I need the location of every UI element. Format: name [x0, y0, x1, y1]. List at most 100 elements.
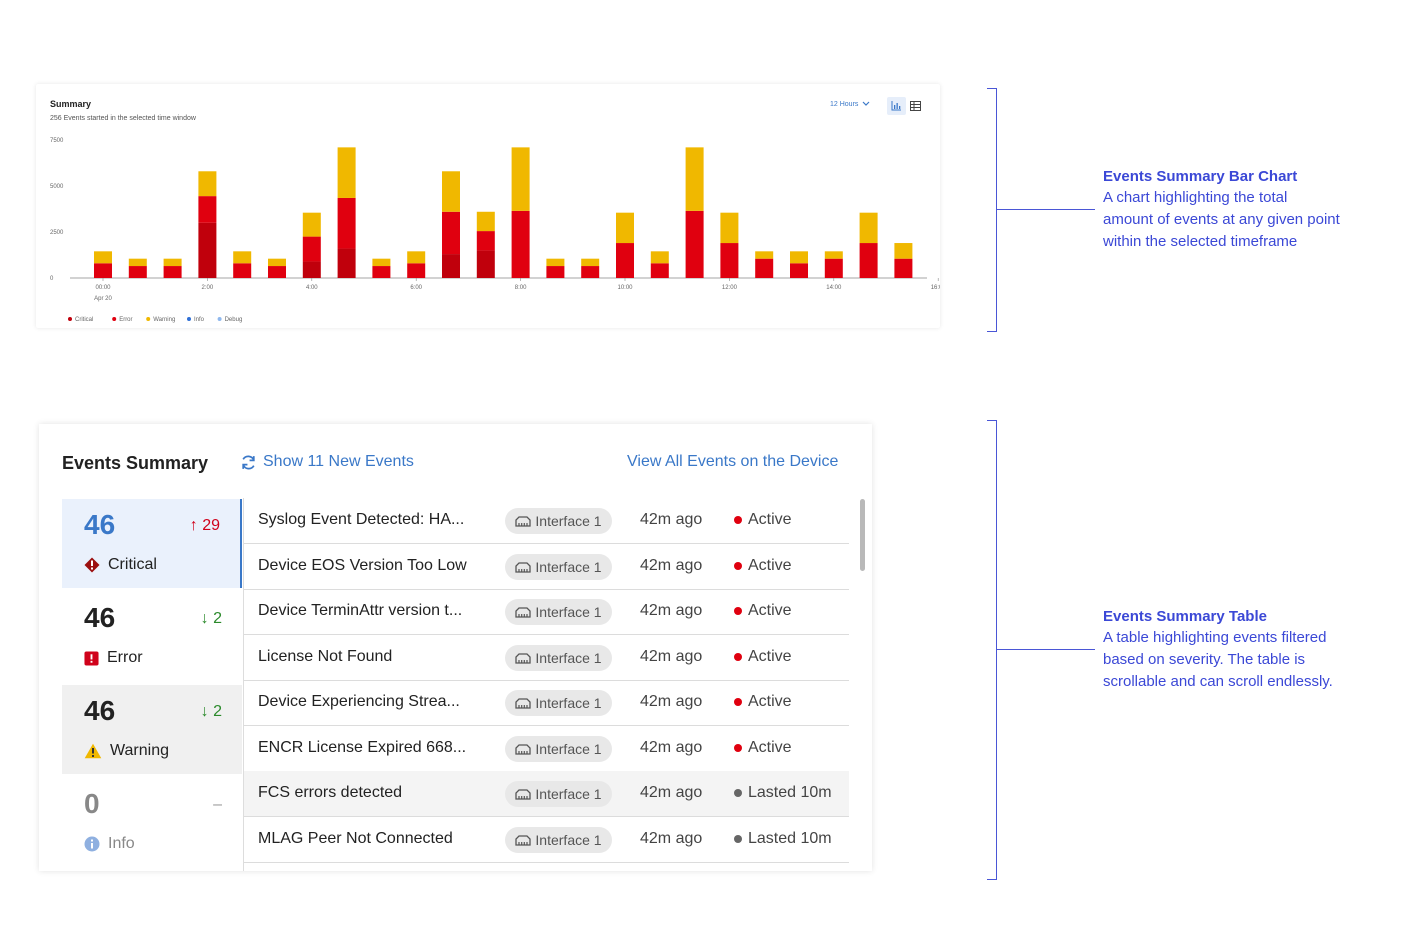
event-time: 42m ago: [640, 511, 703, 528]
event-status: Active: [734, 602, 792, 620]
show-new-events-button[interactable]: Show 11 New Events: [240, 453, 414, 471]
bar-segment-error: [650, 263, 669, 278]
status-label: Active: [748, 511, 792, 528]
bar-segment-error: [233, 263, 252, 278]
interface-chip[interactable]: Interface 1: [505, 644, 612, 671]
event-row[interactable]: Device EOS Version Too Low Interface 1 42m…: [244, 544, 849, 590]
bar-segment-warning: [94, 251, 112, 264]
event-name: ENCR License Expired 668...: [258, 738, 467, 756]
x-tick-label: 14:00: [826, 285, 842, 291]
table-annotation-connector: [997, 649, 1095, 650]
severity-delta: –: [213, 796, 222, 813]
severity-count: 0: [84, 788, 100, 819]
bar-segment-error: [894, 258, 913, 278]
view-all-events-link[interactable]: View All Events on the Device: [627, 453, 839, 470]
x-date-label: Apr 20: [94, 296, 112, 302]
severity-delta: ↓ 2: [200, 703, 222, 720]
bar-segment-error: [511, 210, 530, 278]
status-label: Active: [748, 738, 792, 756]
severity-label: Error: [107, 649, 143, 666]
bar-segment-error: [546, 266, 565, 278]
bar-segment-error: [442, 211, 460, 255]
event-row[interactable]: Device Experiencing Strea... Interface 1 4…: [244, 680, 849, 726]
severity-tile-error[interactable]: 46 ↓ 2 Error: [62, 592, 242, 681]
event-name: MLAG Peer Not Connected: [258, 829, 453, 847]
event-row[interactable]: FCS errors detected Interface 1 42m ago Las…: [244, 771, 849, 817]
info-circle-icon: [84, 836, 100, 852]
event-time: 42m ago: [640, 647, 703, 665]
bar-chart-icon: [891, 101, 901, 111]
bar-segment-error: [581, 266, 600, 278]
bar-segment-warning: [755, 251, 774, 259]
bar-segment-warning: [337, 147, 356, 198]
interface-label: Interface 1: [535, 558, 602, 575]
status-dot: [734, 516, 742, 524]
severity-tile-info[interactable]: 0 – Info: [62, 778, 242, 867]
interface-chip[interactable]: Interface 1: [505, 781, 612, 807]
bar-segment-warning: [894, 243, 913, 259]
event-status: Active: [734, 693, 792, 711]
time-range-dropdown[interactable]: 12 Hours: [830, 101, 870, 108]
table-annotation: Events Summary Table A table highlightin…: [1103, 608, 1393, 693]
x-tick-label: 2:00: [202, 285, 214, 291]
event-row[interactable]: Device TerminAttr version t... Interface …: [244, 589, 849, 635]
interface-chip[interactable]: Interface 1: [505, 826, 612, 853]
event-name: Syslog Event Detected: HA...: [258, 511, 465, 528]
bar-segment-warning: [442, 171, 460, 212]
annotation-title: Events Summary Bar Chart: [1103, 168, 1298, 185]
severity-label: Critical: [108, 556, 157, 573]
table-scrollbar[interactable]: [860, 499, 865, 571]
event-status: Lasted 10m: [734, 784, 832, 802]
summary-bar-chart: 0 2500 5000 7500 00:00 2:00 4:00 6:00 8:00 10:00 1…: [50, 138, 940, 323]
event-name: Device TerminAttr version t...: [258, 602, 463, 619]
bar-segment-critical: [476, 250, 495, 278]
legend-dot: [112, 317, 117, 321]
bar-segment-error: [476, 231, 495, 251]
annotation-description: A chart highlighting the total amount of…: [1103, 187, 1393, 253]
event-row[interactable]: ENCR License Expired 668... Interface 1 42…: [244, 726, 849, 772]
bar-segment-error: [755, 258, 774, 278]
bar-chart-view-button[interactable]: [887, 97, 906, 115]
event-status: Active: [734, 739, 792, 757]
x-tick-label: 00:00: [95, 285, 111, 291]
event-row[interactable]: MLAG Peer Not Connected Interface 1 42m ag…: [244, 817, 849, 863]
status-label: Active: [748, 602, 792, 619]
interface-label: Interface 1: [535, 604, 602, 620]
severity-label-row: Error: [84, 649, 143, 667]
severity-tile-warning[interactable]: 46 ↓ 2 Warning: [62, 685, 242, 774]
legend-label: Debug: [225, 317, 243, 323]
error-square-icon: [84, 650, 99, 666]
severity-tile-critical[interactable]: 46 ↑ 29 Critical: [62, 499, 242, 588]
chart-title: Summary: [50, 99, 92, 109]
table-view-button[interactable]: [906, 97, 925, 115]
warning-triangle-icon: [84, 743, 102, 759]
bar-segment-warning: [581, 258, 600, 267]
bar-segment-warning: [859, 212, 878, 244]
status-dot: [734, 607, 742, 615]
event-row[interactable]: License Not Found Interface 1 42m ago Activ…: [244, 635, 849, 681]
status-dot: [734, 743, 742, 752]
chart-annotation: Events Summary Bar Chart A chart highlig…: [1103, 168, 1393, 253]
bar-segment-warning: [163, 258, 182, 267]
y-tick-label: 0: [50, 276, 54, 282]
bar-segment-warning: [407, 251, 426, 264]
severity-count: 46: [84, 602, 116, 633]
interface-label: Interface 1: [535, 786, 602, 802]
bar-segment-warning: [476, 211, 495, 232]
summary-chart-card: 0 2500 5000 7500 00:00 2:00 4:00 6:00 8:00 10:00 1…: [36, 84, 940, 328]
bar-segment-warning: [616, 212, 634, 244]
interface-chip[interactable]: Interface 1: [505, 735, 612, 762]
refresh-icon: [242, 455, 255, 469]
status-dot: [734, 561, 742, 570]
interface-chip[interactable]: Interface 1: [505, 553, 612, 580]
interface-chip[interactable]: Interface 1: [505, 690, 612, 716]
interface-label: Interface 1: [535, 649, 602, 666]
bar-segment-error: [859, 243, 878, 278]
interface-chip[interactable]: Interface 1: [505, 508, 612, 534]
bar-segment-error: [685, 210, 704, 278]
status-dot: [734, 698, 742, 706]
y-tick-label: 7500: [50, 138, 64, 144]
y-tick-label: 2500: [50, 230, 64, 236]
interface-chip[interactable]: Interface 1: [505, 599, 612, 625]
event-row[interactable]: Syslog Event Detected: HA... Interface 1 4…: [244, 498, 849, 544]
